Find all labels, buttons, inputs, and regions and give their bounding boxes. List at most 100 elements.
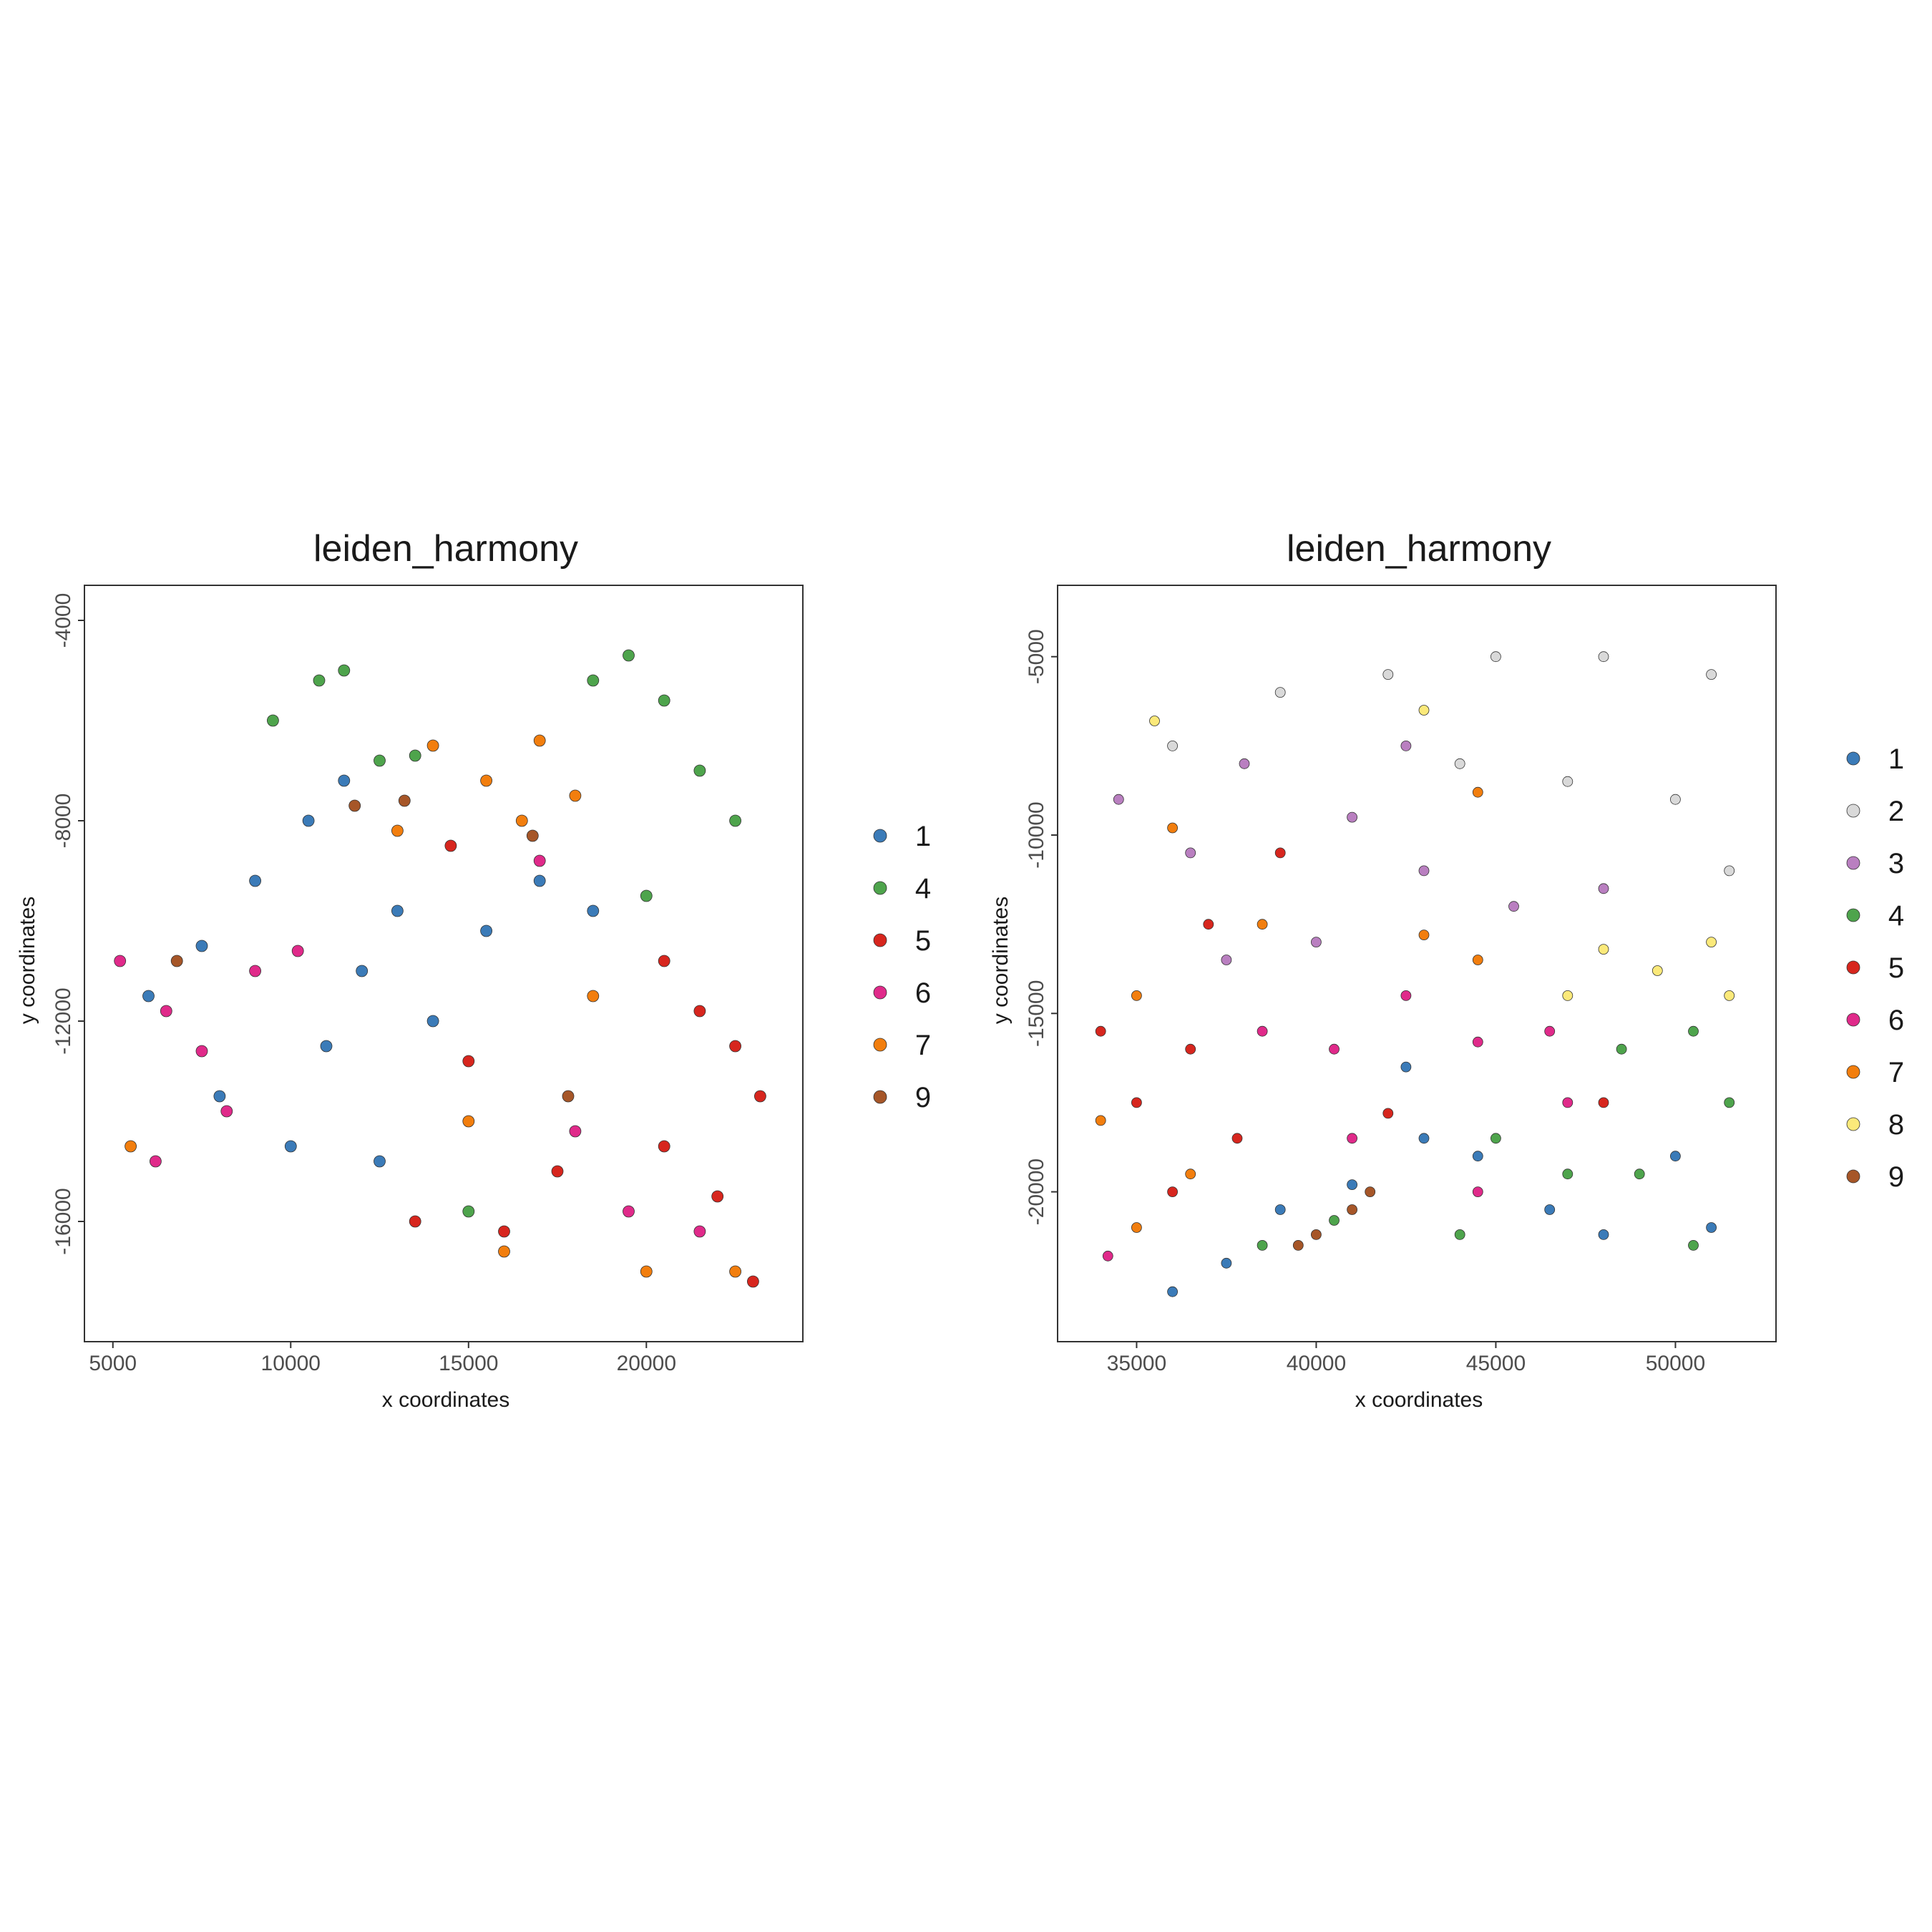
point-cluster-5 (747, 1275, 759, 1288)
legend-key-4 (1846, 908, 1860, 922)
point-cluster-4 (409, 749, 421, 762)
point-cluster-3 (1347, 811, 1357, 823)
point-cluster-1 (1706, 1222, 1717, 1233)
legend-key-2 (1846, 804, 1860, 818)
point-cluster-8 (1149, 716, 1160, 726)
point-cluster-1 (1598, 1229, 1609, 1240)
point-cluster-7 (426, 739, 439, 752)
point-cluster-7 (391, 824, 404, 837)
point-cluster-7 (1257, 919, 1268, 930)
legend-key-6 (1846, 1013, 1860, 1027)
y-tick-label: -5000 (1025, 629, 1048, 684)
point-cluster-2 (1167, 741, 1178, 751)
point-cluster-6 (623, 1205, 635, 1218)
point-cluster-8 (1418, 705, 1430, 716)
point-cluster-5 (1131, 1097, 1142, 1108)
x-tick-label: 40000 (1287, 1352, 1346, 1375)
point-cluster-7 (1095, 1115, 1106, 1126)
legend: 1 2 3 4 5 6 7 8 9 (1846, 743, 1904, 1193)
chart-title: leiden_harmony (1287, 528, 1551, 570)
point-cluster-6 (1347, 1133, 1357, 1144)
point-cluster-4 (658, 694, 670, 707)
point-cluster-1 (1544, 1204, 1556, 1215)
point-cluster-7 (1472, 786, 1483, 798)
point-cluster-1 (320, 1040, 333, 1053)
point-cluster-1 (284, 1140, 297, 1153)
point-cluster-3 (1508, 901, 1519, 912)
point-cluster-5 (711, 1190, 724, 1203)
y-tick-label: -4000 (52, 593, 75, 648)
point-cluster-7 (515, 814, 528, 827)
point-cluster-2 (1454, 758, 1465, 769)
point-cluster-5 (658, 1140, 670, 1153)
point-cluster-8 (1724, 990, 1735, 1001)
point-cluster-6 (149, 1155, 162, 1168)
point-cluster-5 (1231, 1133, 1243, 1144)
legend-key-8 (1846, 1117, 1860, 1131)
point-cluster-4 (1329, 1215, 1340, 1226)
legend-key-6 (873, 985, 887, 1000)
point-cluster-9 (1292, 1240, 1304, 1251)
legend-label-7: 7 (915, 1030, 931, 1061)
point-cluster-2 (1490, 651, 1501, 663)
point-cluster-1 (480, 924, 492, 937)
legend-label-3: 3 (1888, 848, 1904, 879)
point-cluster-1 (213, 1090, 226, 1103)
point-cluster-7 (533, 734, 546, 747)
point-cluster-6 (249, 965, 262, 977)
point-cluster-1 (1669, 1151, 1681, 1162)
point-cluster-6 (1257, 1025, 1268, 1037)
point-cluster-7 (729, 1265, 741, 1278)
legend-key-7 (1846, 1065, 1860, 1079)
point-cluster-4 (1616, 1043, 1627, 1055)
point-cluster-3 (1221, 955, 1232, 965)
point-cluster-1 (533, 874, 546, 887)
points-layer (1095, 651, 1735, 1297)
point-cluster-7 (1167, 822, 1178, 834)
point-cluster-4 (729, 814, 741, 827)
point-cluster-6 (160, 1005, 172, 1018)
point-cluster-6 (220, 1105, 233, 1118)
legend-label-9: 9 (1888, 1161, 1904, 1193)
point-cluster-6 (1102, 1250, 1113, 1262)
point-cluster-2 (1382, 669, 1394, 680)
point-cluster-6 (291, 945, 304, 957)
point-cluster-2 (1724, 865, 1735, 877)
point-cluster-5 (1598, 1097, 1609, 1108)
point-cluster-2 (1562, 776, 1574, 787)
y-tick-label: -20000 (1025, 1158, 1048, 1225)
point-cluster-4 (1562, 1169, 1574, 1180)
y-tick-label: -15000 (1025, 980, 1048, 1047)
legend-label-7: 7 (1888, 1057, 1904, 1088)
x-axis-label: x coordinates (1355, 1388, 1483, 1412)
point-cluster-4 (640, 889, 653, 902)
point-cluster-5 (1203, 919, 1214, 930)
point-cluster-6 (1562, 1097, 1574, 1108)
point-cluster-3 (1239, 758, 1250, 769)
point-cluster-5 (409, 1215, 421, 1228)
x-tick-label: 10000 (261, 1352, 321, 1375)
legend-label-6: 6 (1888, 1005, 1904, 1036)
point-cluster-6 (533, 854, 546, 867)
plot-frame (1057, 585, 1777, 1342)
legend-key-9 (873, 1090, 887, 1104)
point-cluster-4 (374, 754, 386, 767)
point-cluster-5 (1095, 1025, 1106, 1037)
legend-label-8: 8 (1888, 1109, 1904, 1141)
legend-key-5 (1846, 960, 1860, 975)
x-tick-label: 15000 (439, 1352, 498, 1375)
x-tick-label: 20000 (617, 1352, 676, 1375)
point-cluster-7 (1472, 955, 1483, 965)
y-tick-label: -10000 (1025, 801, 1048, 868)
point-cluster-1 (249, 874, 262, 887)
legend-label-1: 1 (1888, 743, 1904, 775)
point-cluster-9 (1347, 1204, 1357, 1215)
point-cluster-7 (1131, 1222, 1142, 1233)
point-cluster-5 (729, 1040, 741, 1053)
panel-left: leiden_harmony x coordinates y coordinat… (16, 528, 931, 1412)
legend-label-5: 5 (915, 925, 931, 957)
point-cluster-6 (1472, 1186, 1483, 1197)
point-cluster-6 (195, 1045, 208, 1058)
point-cluster-4 (313, 674, 326, 687)
point-cluster-6 (1472, 1036, 1483, 1048)
